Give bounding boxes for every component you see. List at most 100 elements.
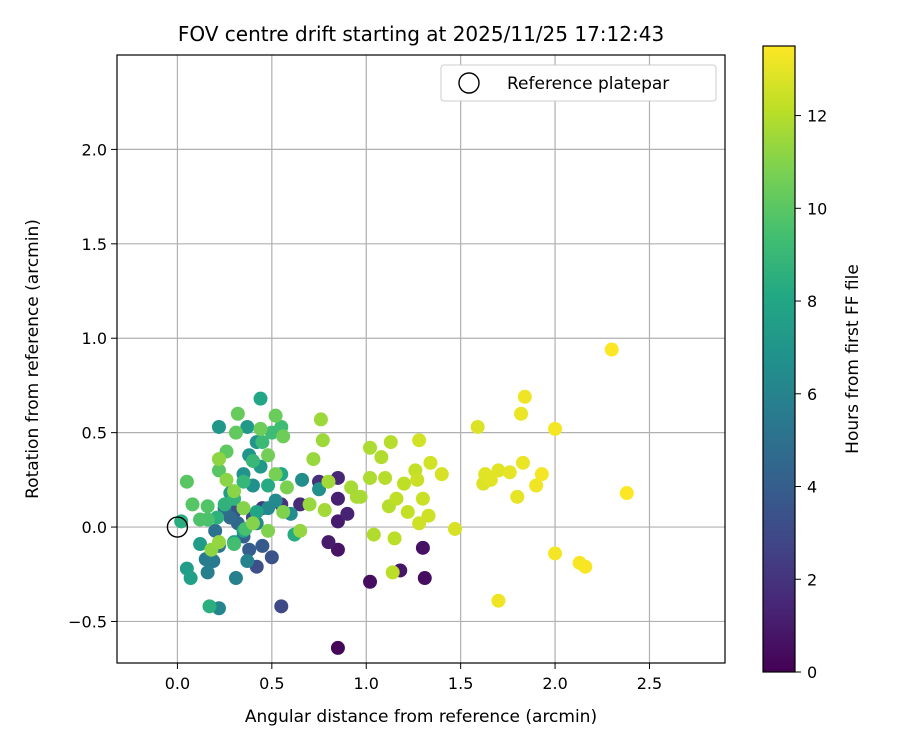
data-point	[293, 523, 308, 538]
data-point	[400, 504, 415, 519]
data-point	[417, 571, 432, 586]
data-point	[548, 546, 563, 561]
data-point	[230, 406, 245, 421]
colorbar-tick-label: 0	[807, 663, 817, 682]
data-point	[313, 412, 328, 427]
data-point	[211, 452, 226, 467]
data-point	[410, 472, 425, 487]
data-point	[312, 482, 327, 497]
data-point	[279, 480, 294, 495]
data-point	[374, 450, 389, 465]
data-point	[321, 535, 336, 550]
y-tick-label: 1.5	[82, 235, 107, 254]
y-axis-ticks: −0.5 0.0 0.5 1.0 1.5 2.0	[68, 140, 117, 631]
data-point	[491, 463, 506, 478]
y-tick-label: 1.0	[82, 329, 107, 348]
data-point	[208, 523, 223, 538]
data-point	[211, 419, 226, 434]
colorbar-ticks: 0 2 4 6 8 10 12	[795, 107, 827, 682]
data-point	[363, 440, 378, 455]
chart-title: FOV centre drift starting at 2025/11/25 …	[178, 22, 664, 46]
data-point	[227, 537, 242, 552]
data-point	[321, 474, 336, 489]
plot-frame	[116, 54, 726, 664]
y-tick-label: 2.0	[82, 140, 107, 159]
data-point	[383, 435, 398, 450]
x-tick-label: 1.5	[448, 674, 473, 693]
data-point	[349, 489, 364, 504]
data-point	[268, 493, 283, 508]
reference-marker	[166, 516, 189, 538]
data-point	[253, 391, 268, 406]
colorbar-label: Hours from first FF file	[843, 264, 863, 454]
data-point	[245, 516, 260, 531]
data-point	[363, 470, 378, 485]
data-point	[434, 467, 449, 482]
data-point	[315, 433, 330, 448]
data-point	[179, 474, 194, 489]
data-point	[261, 478, 276, 493]
data-point	[340, 506, 355, 521]
data-point	[261, 448, 276, 463]
data-point	[330, 491, 345, 506]
data-point	[502, 465, 517, 480]
data-point	[412, 516, 427, 531]
data-point	[268, 408, 283, 423]
data-point	[363, 574, 378, 589]
data-point	[387, 531, 402, 546]
colorbar: 0 2 4 6 8 10 12 Hours from first FF file	[762, 45, 863, 682]
data-point	[249, 504, 264, 519]
data-point	[421, 508, 436, 523]
y-axis-label: Rotation from reference (arcmin)	[23, 219, 43, 499]
data-point	[200, 565, 215, 580]
data-point	[491, 593, 506, 608]
data-point	[385, 565, 400, 580]
x-tick-label: 0.5	[259, 674, 284, 693]
data-point	[236, 474, 251, 489]
data-point	[330, 640, 345, 655]
grid	[117, 55, 725, 663]
data-point	[228, 425, 243, 440]
colorbar-tick-label: 8	[807, 292, 817, 311]
data-point	[517, 389, 532, 404]
legend-box	[440, 64, 717, 102]
data-point	[389, 491, 404, 506]
data-point	[242, 542, 257, 557]
data-point	[378, 470, 393, 485]
data-point	[261, 523, 276, 538]
data-point	[255, 435, 270, 450]
data-point	[423, 455, 438, 470]
data-point	[219, 472, 234, 487]
data-point	[447, 521, 462, 536]
data-point	[415, 540, 430, 555]
y-tick-label: −0.5	[68, 612, 107, 631]
data-point	[548, 421, 563, 436]
colorbar-tick-label: 12	[807, 107, 827, 126]
data-point	[317, 503, 332, 518]
data-points	[174, 342, 634, 655]
x-tick-label: 2.0	[542, 674, 567, 693]
data-point	[211, 535, 226, 550]
data-point	[276, 429, 291, 444]
colorbar-tick-label: 6	[807, 385, 817, 404]
data-point	[183, 571, 198, 586]
data-point	[529, 478, 544, 493]
data-point	[228, 571, 243, 586]
data-point	[240, 554, 255, 569]
data-point	[515, 455, 530, 470]
data-point	[211, 463, 226, 478]
data-point	[295, 472, 310, 487]
colorbar-tick-label: 4	[807, 478, 817, 497]
data-point	[534, 467, 549, 482]
data-point	[478, 467, 493, 482]
colorbar-gradient	[762, 45, 796, 673]
data-point	[274, 599, 289, 614]
data-point	[255, 538, 270, 553]
data-point	[276, 504, 291, 519]
data-point	[240, 419, 255, 434]
x-axis-label: Angular distance from reference (arcmin)	[245, 707, 597, 727]
data-point	[193, 512, 208, 527]
data-point	[397, 476, 412, 491]
data-point	[264, 550, 279, 565]
